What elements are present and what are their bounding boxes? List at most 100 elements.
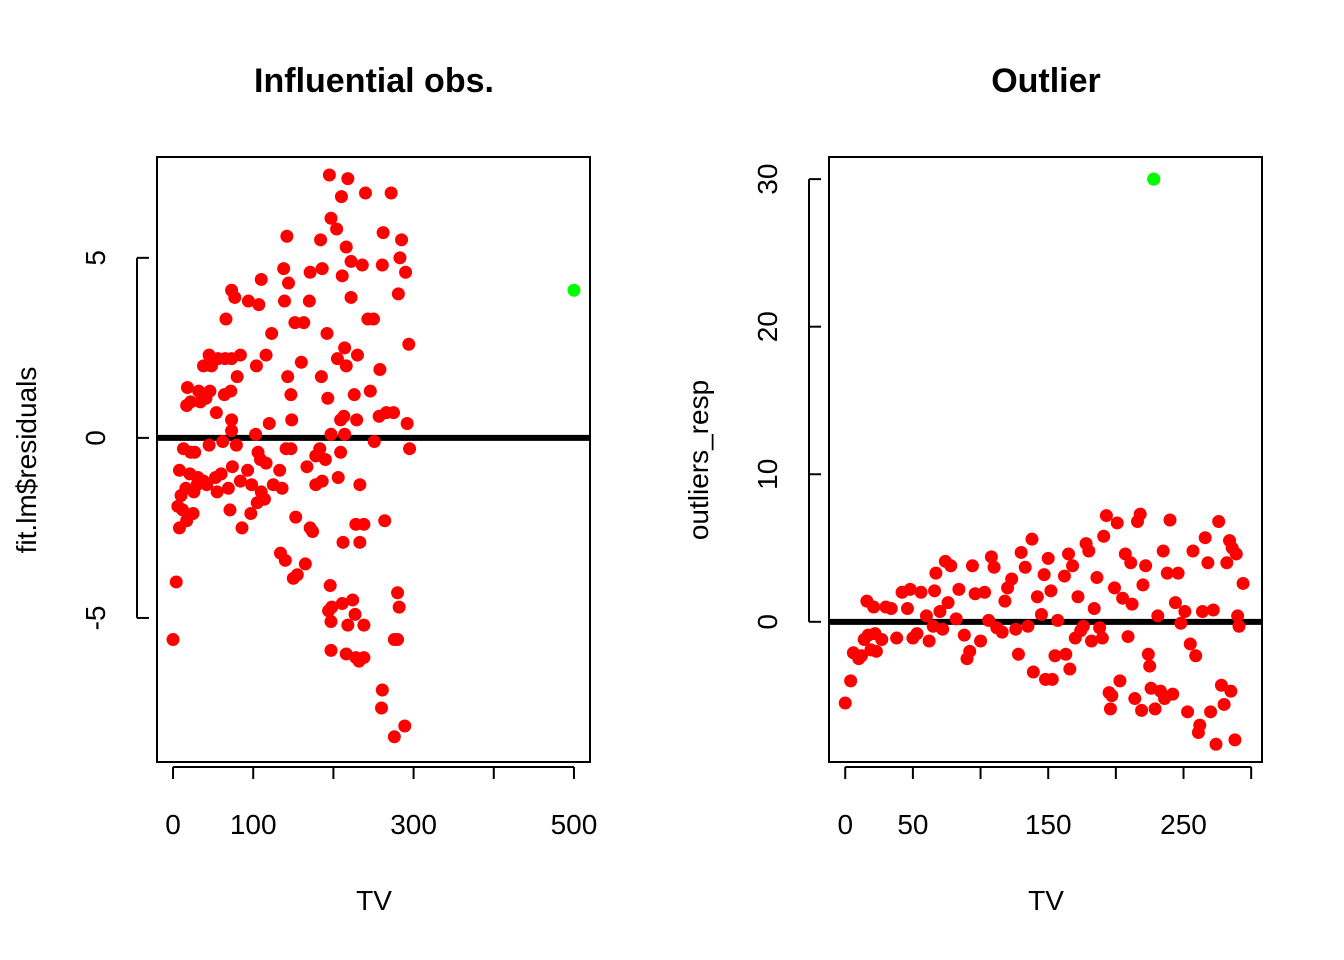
x-tick-label: 0 <box>837 809 853 840</box>
data-point <box>1174 616 1188 630</box>
data-point <box>395 233 409 247</box>
data-point <box>336 535 350 549</box>
data-point <box>402 337 416 351</box>
data-point <box>867 600 881 614</box>
data-point <box>844 674 858 688</box>
data-point <box>225 413 239 427</box>
data-point <box>228 290 242 304</box>
data-point <box>315 474 329 488</box>
data-point <box>353 478 367 492</box>
data-point <box>358 186 372 200</box>
x-axis-label: TV <box>356 885 392 916</box>
data-point <box>262 416 276 430</box>
data-point <box>391 287 405 301</box>
data-point <box>330 352 344 366</box>
data-point <box>1095 631 1109 645</box>
chart-title: Influential obs. <box>254 62 494 100</box>
data-point <box>303 265 317 279</box>
data-point <box>225 460 239 474</box>
y-tick-label: 0 <box>80 430 111 446</box>
data-point <box>217 388 231 402</box>
data-point <box>294 355 308 369</box>
data-point <box>903 582 917 596</box>
data-point <box>289 510 303 524</box>
data-point <box>1224 684 1238 698</box>
data-point <box>854 649 868 663</box>
data-point <box>166 633 180 647</box>
data-point <box>998 594 1012 608</box>
data-point <box>216 434 230 448</box>
data-point <box>338 341 352 355</box>
data-point <box>1156 544 1170 558</box>
data-point <box>1059 647 1073 661</box>
data-point <box>1045 672 1059 686</box>
data-point <box>1143 659 1157 673</box>
data-point <box>233 474 247 488</box>
data-point <box>280 229 294 243</box>
data-point <box>1044 584 1058 598</box>
data-point <box>974 634 988 648</box>
data-point <box>928 584 942 598</box>
data-point <box>355 258 369 272</box>
data-point <box>297 316 311 330</box>
data-point <box>315 262 329 276</box>
highlight-point <box>567 283 581 297</box>
points <box>166 168 581 744</box>
data-point <box>335 597 349 611</box>
data-point <box>1139 559 1153 573</box>
y-axis-label: outliers_resp <box>683 380 714 540</box>
data-point <box>398 719 412 733</box>
data-point <box>284 388 298 402</box>
data-point <box>400 416 414 430</box>
data-point <box>1141 647 1155 661</box>
data-point <box>209 406 223 420</box>
data-point <box>1014 545 1028 559</box>
data-point <box>387 730 401 744</box>
chart-outlier: Outlier outliers_resp TV 0 50 150 250 0 10 20… <box>683 62 1263 916</box>
data-point <box>1113 674 1127 688</box>
data-point <box>180 380 194 394</box>
y-axis: 0 10 20 30 <box>752 164 821 630</box>
data-point <box>259 456 273 470</box>
data-point <box>391 586 405 600</box>
plot-frame <box>156 156 591 763</box>
data-point <box>350 413 364 427</box>
x-tick-label: 0 <box>165 809 181 840</box>
data-point <box>1128 692 1142 706</box>
data-point <box>378 514 392 528</box>
data-point <box>348 607 362 621</box>
data-point <box>376 226 390 240</box>
chart-title: Outlier <box>991 62 1101 100</box>
data-point <box>1201 556 1215 570</box>
data-point <box>978 585 992 599</box>
highlight-point <box>1147 172 1161 186</box>
data-point <box>314 370 328 384</box>
data-point <box>375 701 389 715</box>
data-point <box>1151 609 1165 623</box>
data-point <box>245 478 259 492</box>
data-point <box>235 521 249 535</box>
data-point <box>324 427 338 441</box>
data-point <box>331 471 345 485</box>
data-point <box>337 409 351 423</box>
data-point <box>1133 507 1147 521</box>
data-point <box>199 391 213 405</box>
data-point <box>1148 702 1162 716</box>
data-point <box>1110 516 1124 530</box>
data-point <box>324 643 338 657</box>
data-point <box>1025 532 1039 546</box>
data-point <box>1204 705 1218 719</box>
data-point <box>1193 718 1207 732</box>
data-point <box>1018 560 1032 574</box>
data-point <box>188 445 202 459</box>
y-tick-label: 0 <box>752 614 783 630</box>
data-point <box>890 631 904 645</box>
data-point <box>341 618 355 632</box>
data-point <box>1103 702 1117 716</box>
data-point <box>320 326 334 340</box>
data-point <box>324 211 338 225</box>
data-point <box>1229 547 1243 561</box>
y-tick-label: -5 <box>80 605 111 630</box>
data-point <box>1087 602 1101 616</box>
data-point <box>393 251 407 265</box>
